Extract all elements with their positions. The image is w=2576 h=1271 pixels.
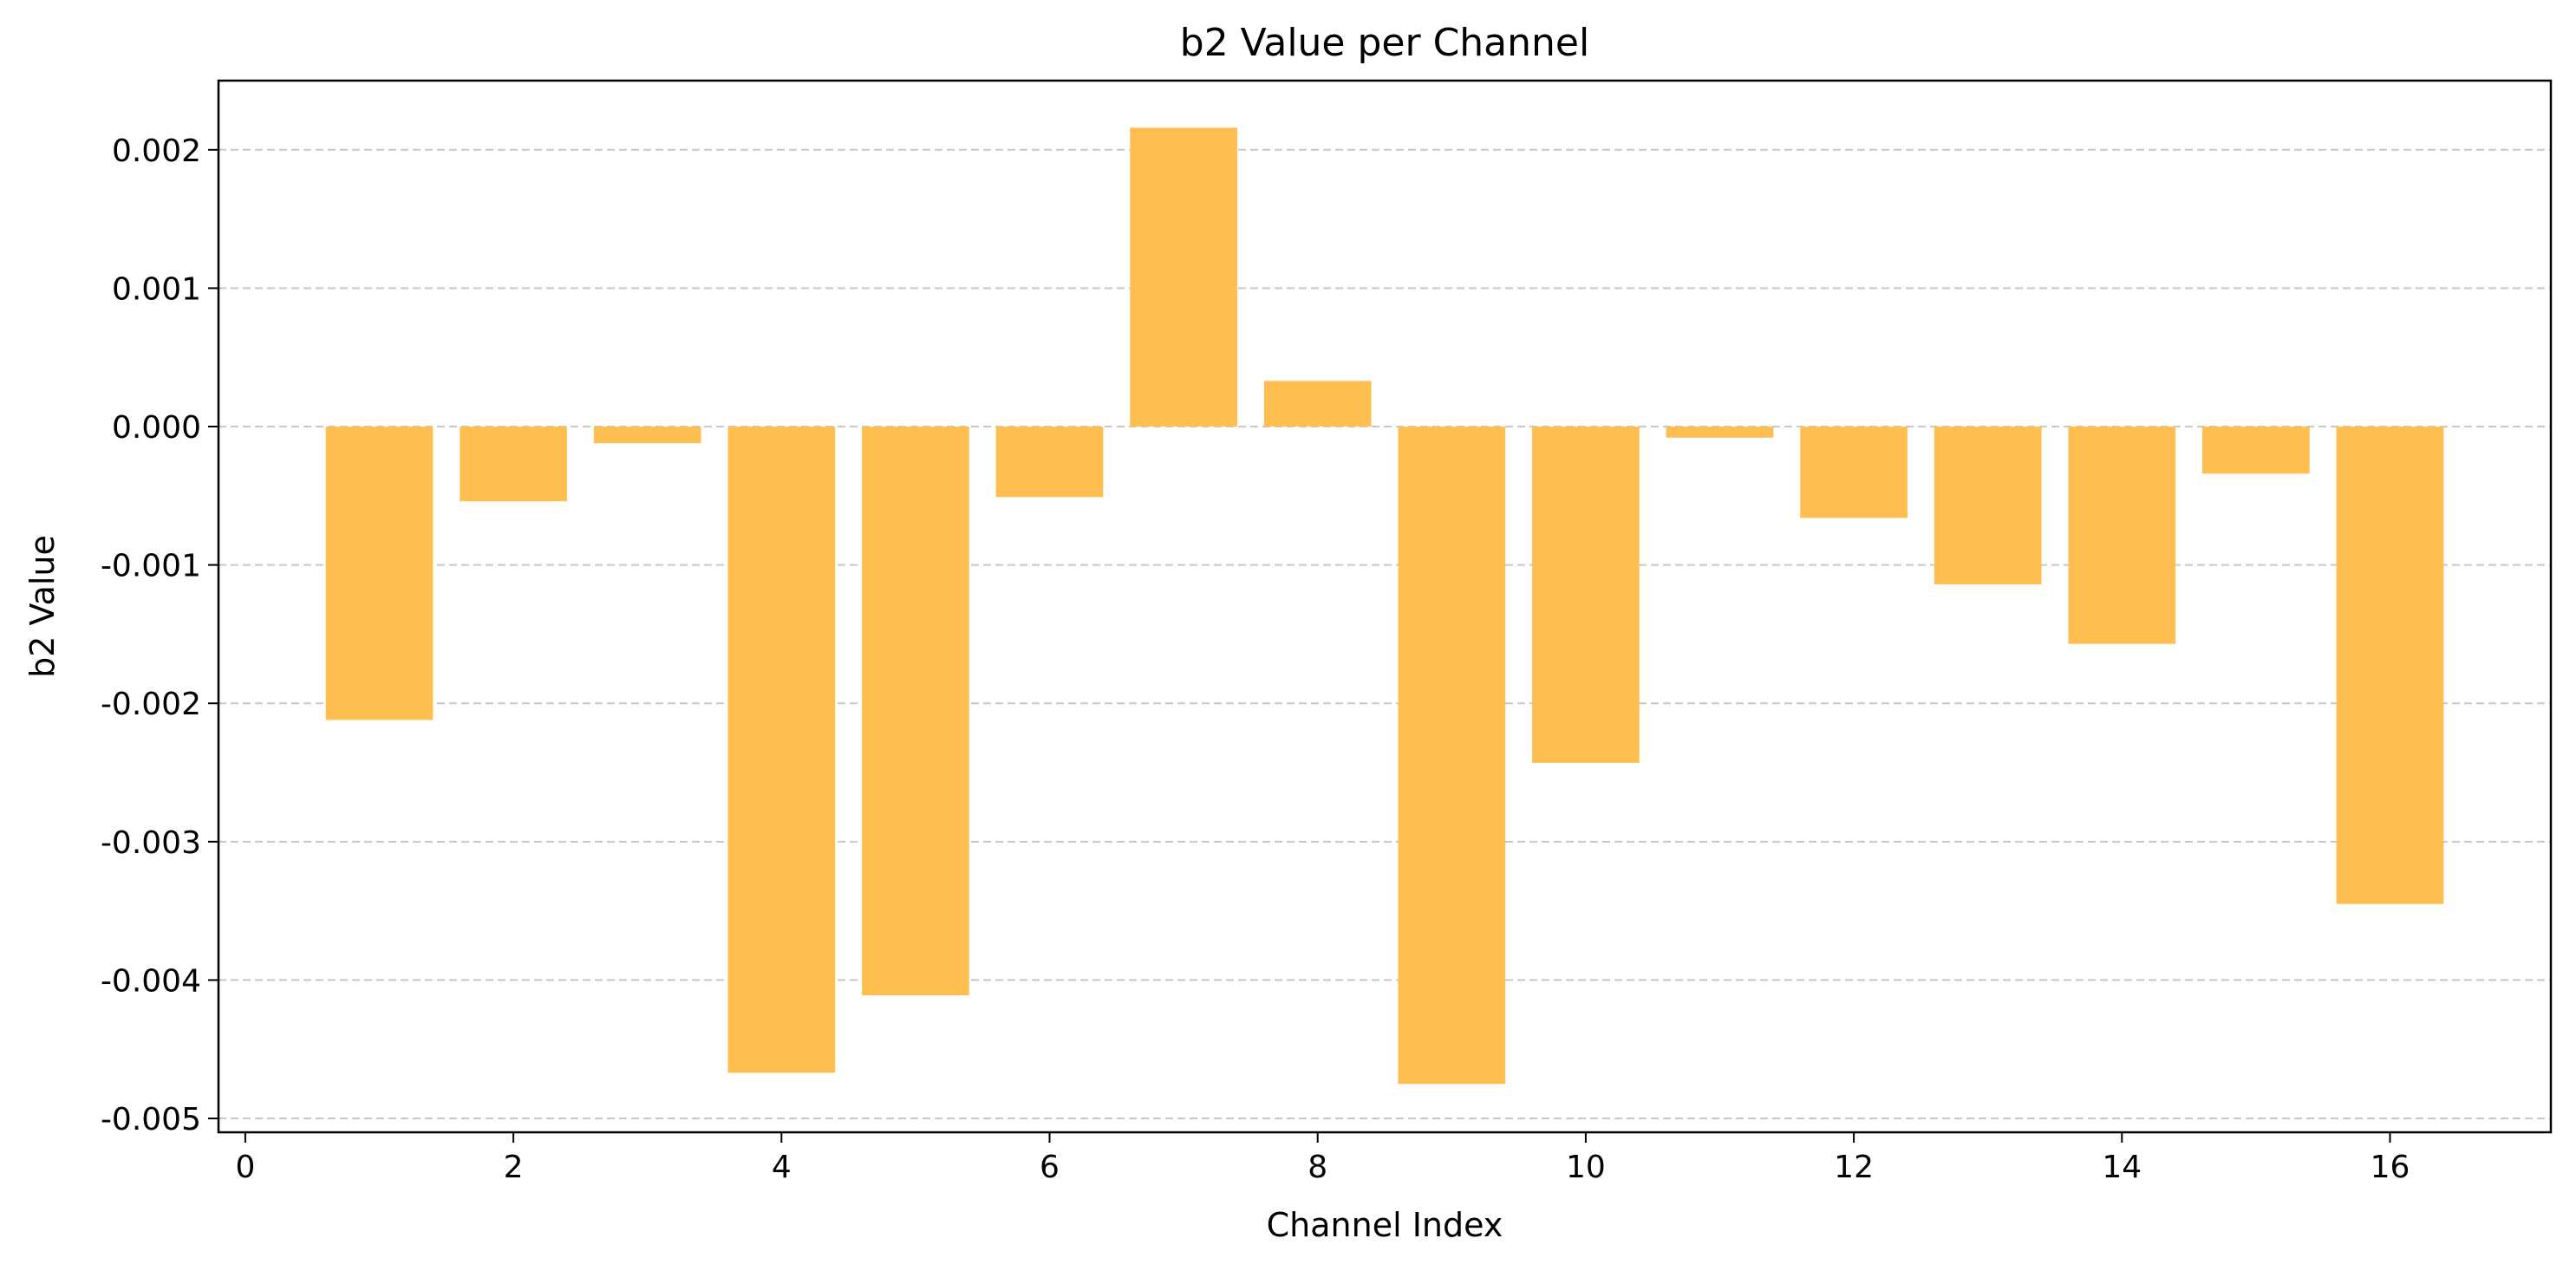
x-tick-label: 12 [1834, 1150, 1874, 1185]
y-axis-ticks: 0.002 0.001 0.000 -0.001 -0.002 -0.003 -0.004 -… [101, 134, 218, 1137]
bars [325, 127, 2444, 1085]
bar-channel-10 [1532, 427, 1640, 763]
bar-channel-13 [1934, 427, 2042, 584]
bar-channel-16 [2336, 427, 2444, 904]
x-tick-label: 16 [2371, 1150, 2410, 1185]
bar-channel-9 [1398, 427, 1506, 1085]
x-tick-label: 6 [1040, 1150, 1060, 1185]
x-tick-label: 14 [2102, 1150, 2142, 1185]
x-tick-label: 2 [504, 1150, 524, 1185]
bar-channel-6 [995, 427, 1104, 498]
bar-channel-4 [727, 427, 836, 1073]
y-tick-label: -0.001 [101, 549, 201, 584]
y-tick-label: -0.004 [101, 963, 201, 999]
bar-channel-5 [862, 427, 969, 995]
plot-frame [217, 79, 2553, 1134]
bar-channel-1 [325, 427, 434, 720]
y-tick-label: -0.005 [101, 1102, 201, 1137]
x-tick-label: 0 [235, 1150, 255, 1185]
y-axis-label: b2 Value [23, 535, 62, 678]
bar-channel-2 [460, 427, 567, 502]
y-tick-label: 0.001 [112, 271, 201, 307]
bar-channel-7 [1130, 127, 1237, 427]
bar-channel-3 [593, 427, 701, 444]
y-tick-label: -0.003 [101, 825, 201, 861]
gridlines [218, 148, 2551, 1120]
x-tick-label: 10 [1566, 1150, 1606, 1185]
bar-channel-8 [1263, 381, 1372, 427]
y-tick-label: 0.002 [112, 134, 201, 169]
x-tick-label: 4 [772, 1150, 792, 1185]
bar-channel-15 [2202, 427, 2310, 474]
bar-channel-11 [1666, 427, 1774, 438]
y-tick-label: 0.000 [112, 410, 201, 446]
x-axis-label: Channel Index [1267, 1206, 1503, 1244]
x-tick-label: 8 [1308, 1150, 1327, 1185]
bar-channel-14 [2068, 427, 2176, 644]
bar-channel-12 [1800, 427, 1908, 518]
x-axis-ticks: 0 2 4 6 8 10 12 14 16 [235, 1132, 2410, 1185]
chart-title: b2 Value per Channel [1180, 21, 1589, 65]
y-tick-label: -0.002 [101, 687, 201, 722]
